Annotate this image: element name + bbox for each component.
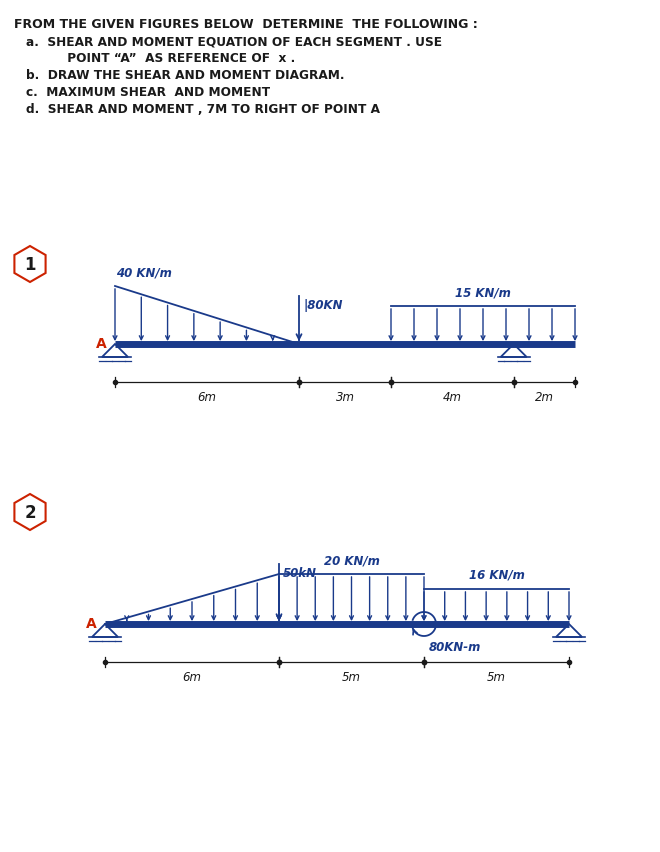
Text: 5m: 5m: [487, 671, 506, 683]
Text: 5m: 5m: [342, 671, 361, 683]
Text: A: A: [86, 616, 97, 630]
Text: |80KN: |80KN: [303, 299, 343, 312]
Text: 20 KN/m: 20 KN/m: [323, 553, 379, 567]
Text: a.  SHEAR AND MOMENT EQUATION OF EACH SEGMENT . USE: a. SHEAR AND MOMENT EQUATION OF EACH SEG…: [26, 35, 442, 48]
Text: 16 KN/m: 16 KN/m: [469, 568, 525, 581]
Text: 3m: 3m: [335, 390, 354, 404]
Text: b.  DRAW THE SHEAR AND MOMENT DIAGRAM.: b. DRAW THE SHEAR AND MOMENT DIAGRAM.: [26, 69, 345, 82]
Text: 80KN-m: 80KN-m: [429, 640, 481, 653]
Text: 2m: 2m: [535, 390, 554, 404]
Text: c.  MAXIMUM SHEAR  AND MOMENT: c. MAXIMUM SHEAR AND MOMENT: [26, 86, 270, 99]
Text: 6m: 6m: [183, 671, 201, 683]
Text: 4m: 4m: [443, 390, 462, 404]
Text: 15 KN/m: 15 KN/m: [455, 285, 511, 299]
Text: A: A: [96, 337, 107, 350]
Text: 50kN: 50kN: [283, 567, 317, 579]
Text: FROM THE GIVEN FIGURES BELOW  DETERMINE  THE FOLLOWING :: FROM THE GIVEN FIGURES BELOW DETERMINE T…: [14, 18, 478, 31]
Text: POINT “A”  AS REFERENCE OF  x .: POINT “A” AS REFERENCE OF x .: [46, 52, 295, 65]
Text: 40 KN/m: 40 KN/m: [116, 266, 172, 279]
Text: 1: 1: [24, 256, 36, 273]
Text: 6m: 6m: [197, 390, 216, 404]
Text: 2: 2: [24, 504, 36, 521]
Text: d.  SHEAR AND MOMENT , 7M TO RIGHT OF POINT A: d. SHEAR AND MOMENT , 7M TO RIGHT OF POI…: [26, 103, 380, 116]
